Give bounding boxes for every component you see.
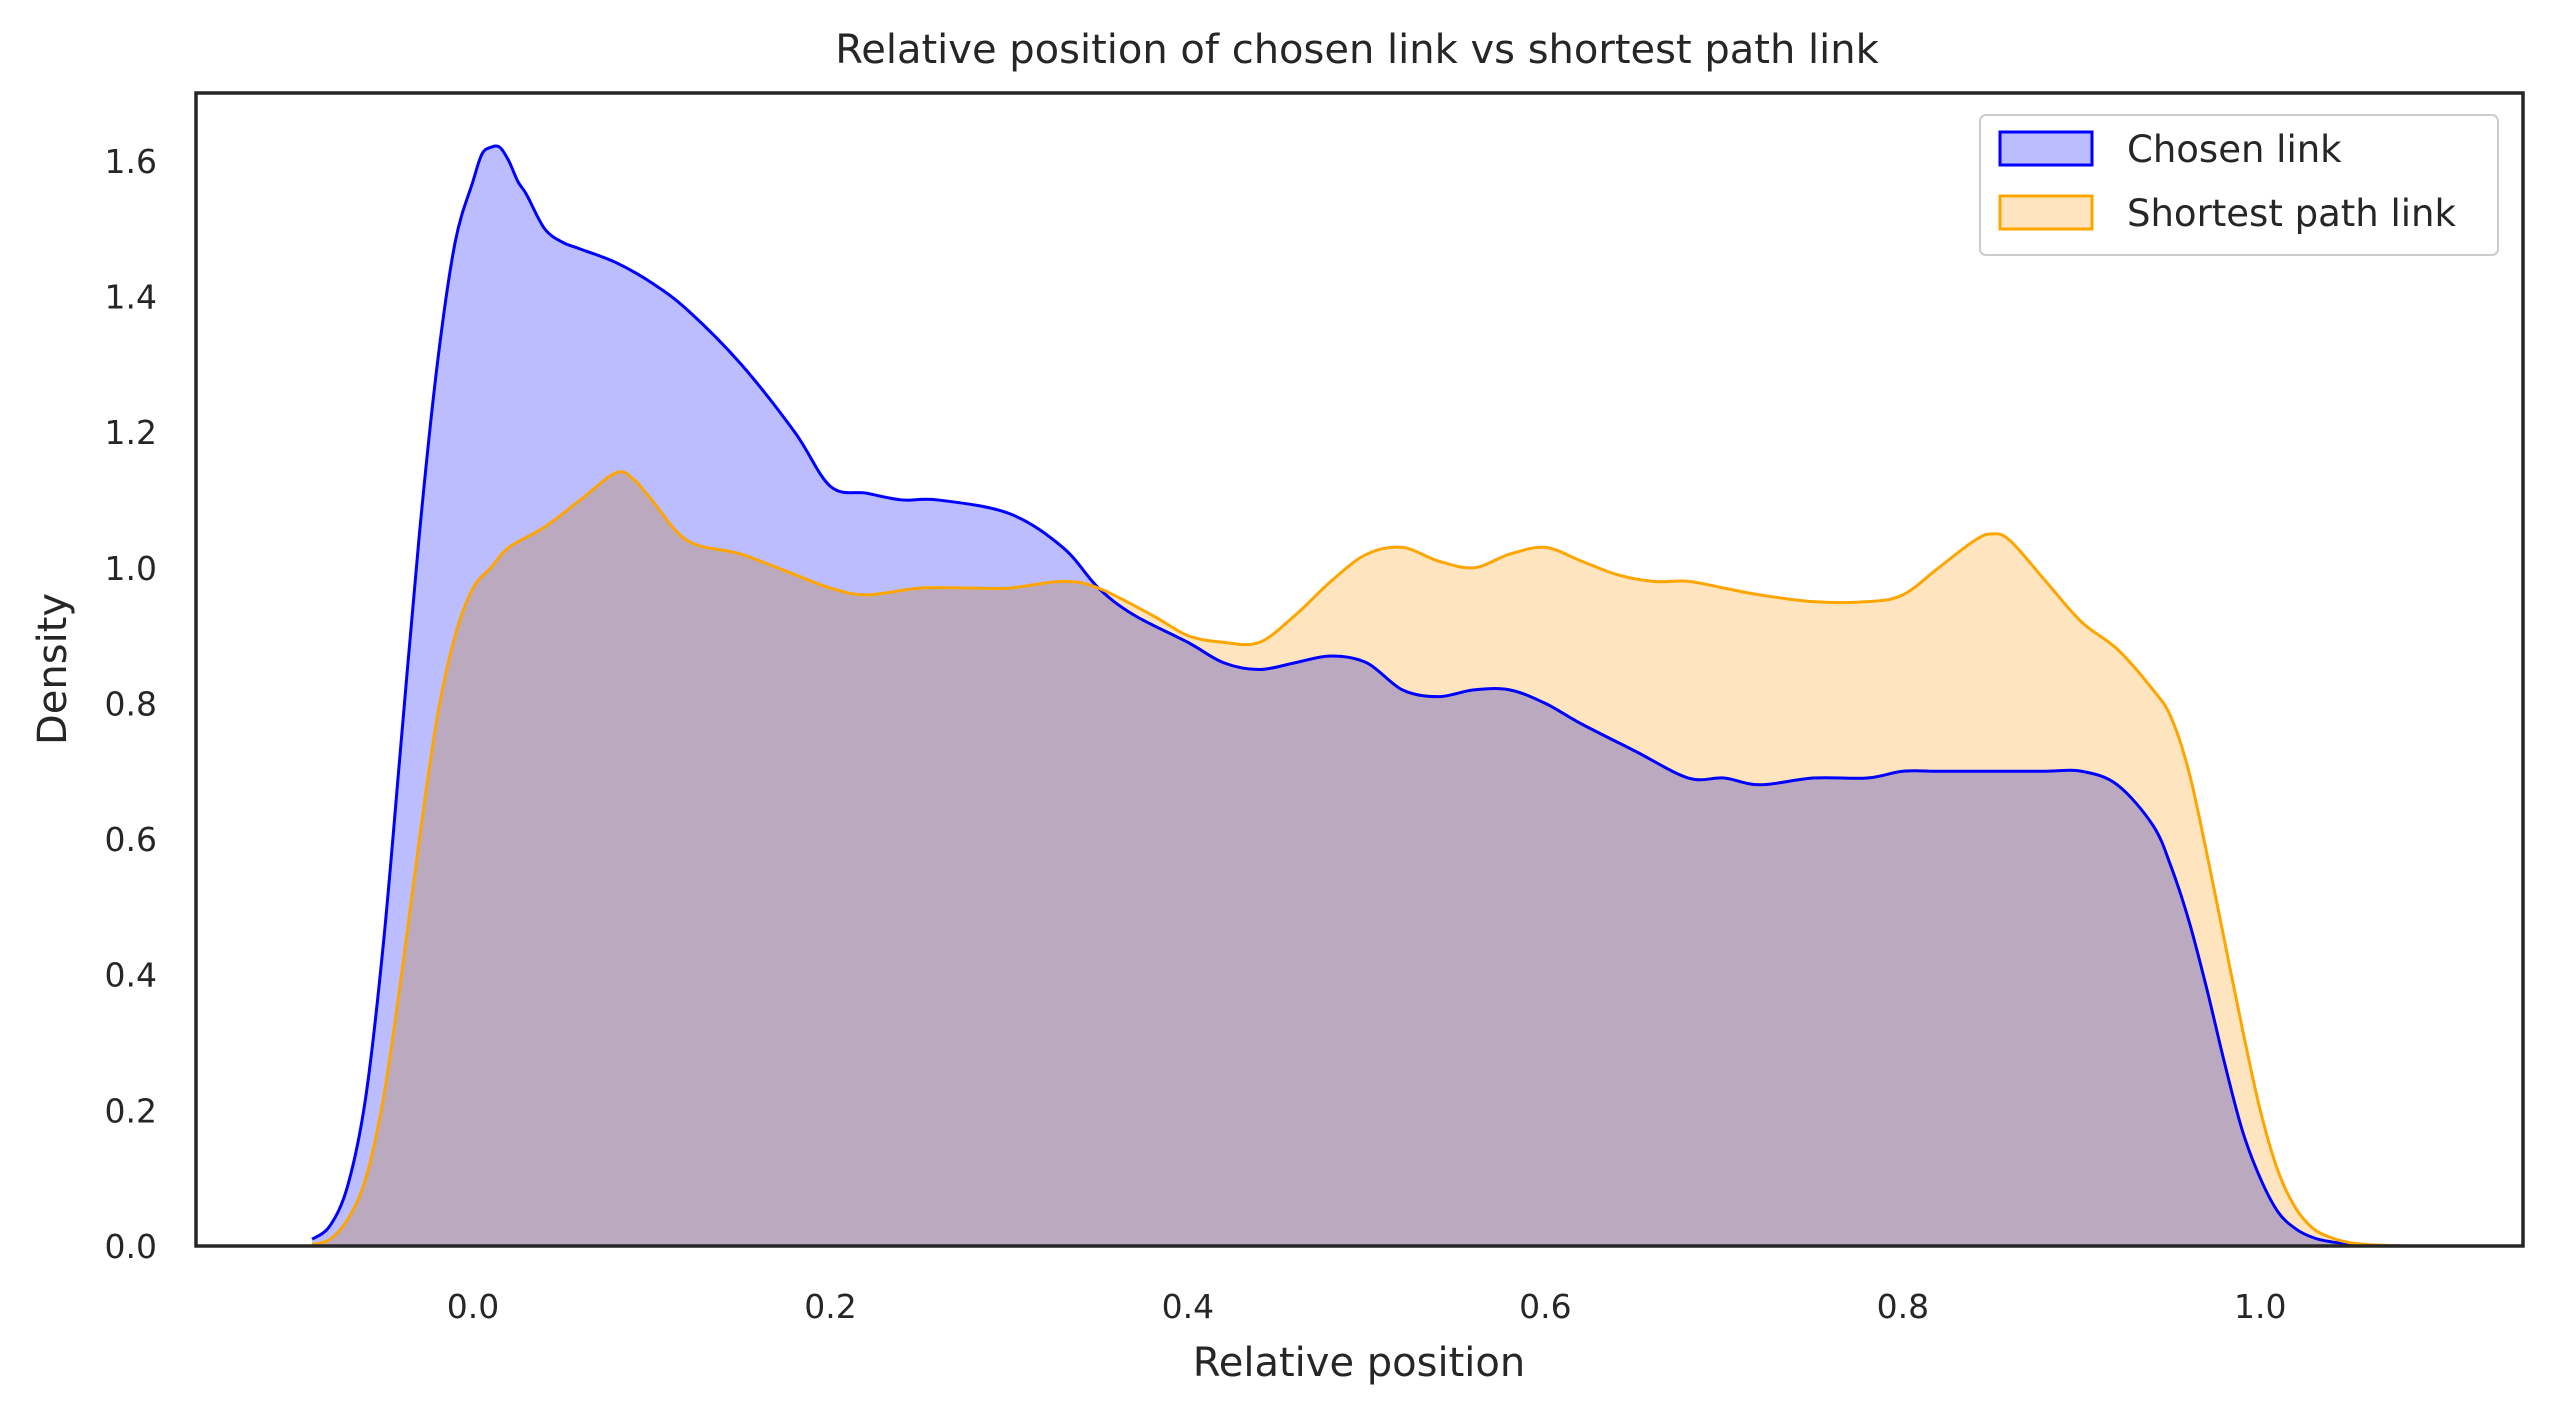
legend: Chosen link Shortest path link <box>1979 114 2499 256</box>
legend-label-shortest-path-link: Shortest path link <box>2127 192 2456 235</box>
series-layer <box>311 144 2404 1248</box>
chart-title: Relative position of chosen link vs shor… <box>835 27 1879 73</box>
y-tick-label: 1.2 <box>105 413 157 452</box>
y-tick-label: 0.0 <box>105 1227 157 1266</box>
density-line-shortest-path-link <box>311 470 2404 1248</box>
y-axis-ticks: 0.0 0.2 0.4 0.6 0.8 1.0 1.2 1.4 1.6 <box>105 142 157 1266</box>
y-tick-label: 0.6 <box>105 820 157 859</box>
density-line-chosen-link <box>311 144 2404 1248</box>
legend-box <box>1979 114 2499 256</box>
y-tick-label: 1.6 <box>105 142 157 181</box>
y-tick-label: 0.8 <box>105 684 157 723</box>
y-tick-label: 1.4 <box>105 277 157 316</box>
y-tick-label: 0.4 <box>105 956 157 995</box>
legend-swatch-shortest-path-link <box>1998 194 2094 231</box>
x-axis-label: Relative position <box>1193 1340 1525 1386</box>
y-tick-label: 1.0 <box>105 549 157 588</box>
y-tick-label: 0.2 <box>105 1091 157 1130</box>
x-tick-label: 0.0 <box>447 1287 499 1326</box>
area-fill-shortest-path-link <box>312 471 2404 1247</box>
x-tick-label: 0.4 <box>1162 1287 1214 1326</box>
x-tick-label: 0.8 <box>1877 1287 1929 1326</box>
x-axis-ticks: 0.0 0.2 0.4 0.6 0.8 1.0 <box>447 1287 2287 1326</box>
x-tick-label: 0.2 <box>804 1287 856 1326</box>
legend-swatch-chosen-link <box>1998 130 2094 167</box>
legend-label-chosen-link: Chosen link <box>2127 128 2342 171</box>
plot-area <box>194 91 2525 1248</box>
plot-frame <box>194 91 2525 1248</box>
x-tick-label: 1.0 <box>2234 1287 2286 1326</box>
y-axis-label: Density <box>30 593 76 745</box>
x-tick-label: 0.6 <box>1519 1287 1571 1326</box>
